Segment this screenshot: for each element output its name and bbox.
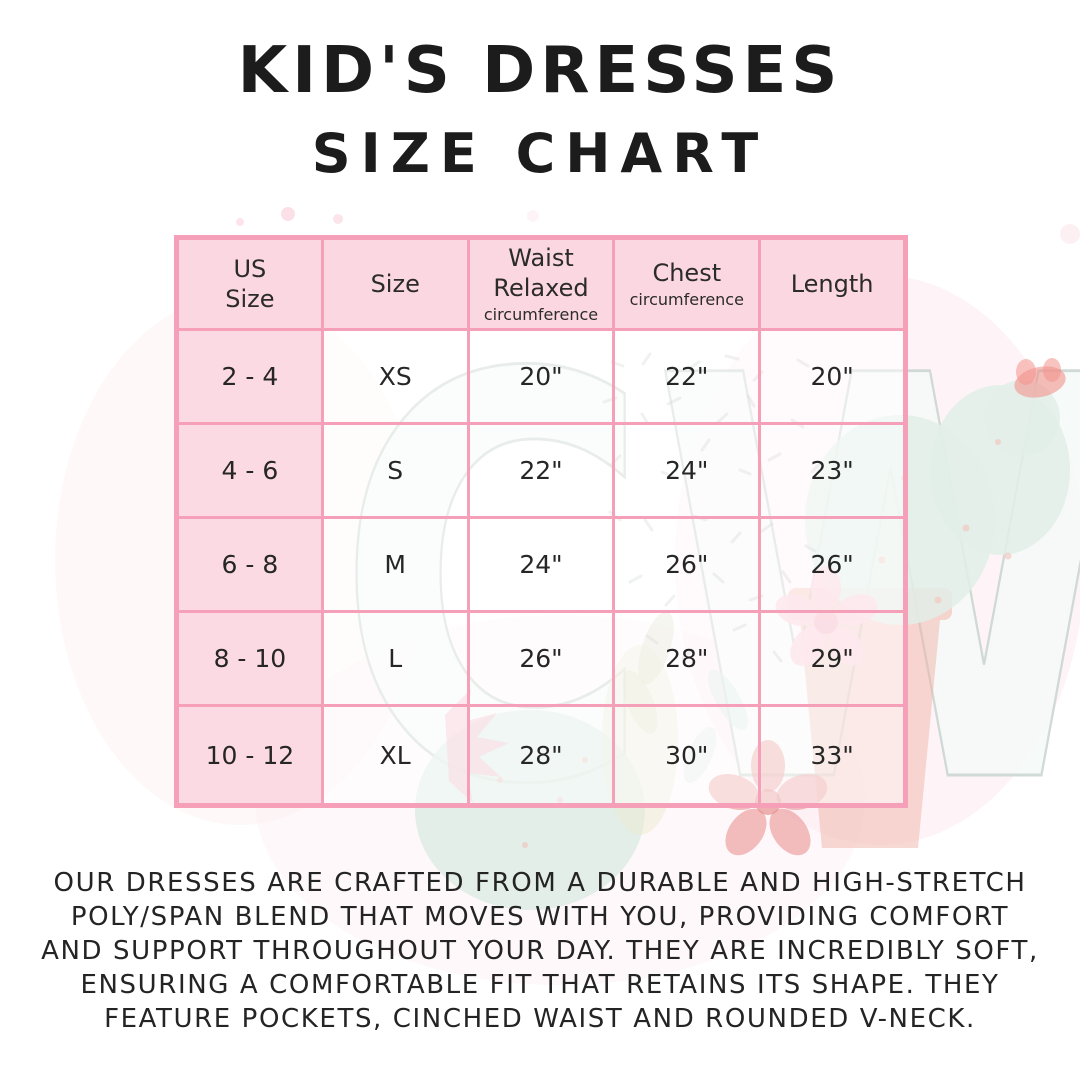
cell-waist: 28" [466,704,616,807]
cell-us-size: 10 - 12 [175,704,324,807]
cell-size: M [320,516,470,613]
page-title: KID'S DRESSES [237,34,843,108]
description-line: OUR DRESSES ARE CRAFTED FROM A DURABLE A… [53,868,1027,898]
cell-us-size: 8 - 10 [175,610,324,707]
header-row: US Size Size Waist Relaxed circumference… [175,236,907,331]
us-size-label-line1: US [233,255,267,283]
chest-label-line1: Chest [652,259,722,287]
cell-chest: 30" [612,704,762,807]
cell-length: 29" [758,610,907,707]
cell-size: S [320,422,470,519]
table-row: 8 - 10 L 26" 28" 29" [175,610,907,707]
table-row: 4 - 6 S 22" 24" 23" [175,422,907,519]
cell-chest: 26" [612,516,762,613]
header-cell-us-size: US Size [175,236,324,331]
cell-length: 20" [758,328,907,425]
header-cell-size: Size [320,236,470,331]
cell-size: L [320,610,470,707]
description-line: ENSURING A COMFORTABLE FIT THAT RETAINS … [80,970,1000,1000]
cell-length: 23" [758,422,907,519]
length-label: Length [790,270,874,298]
table-row: 6 - 8 M 24" 26" 26" [175,516,907,613]
table-row: 2 - 4 XS 20" 22" 20" [175,328,907,425]
table-body: 2 - 4 XS 20" 22" 20" 4 - 6 S 22" 24" 23"… [175,328,907,807]
cell-size: XL [320,704,470,807]
cell-us-size: 6 - 8 [175,516,324,613]
waist-label-line1: Waist [508,244,574,272]
cell-size: XS [320,328,470,425]
cell-us-size: 4 - 6 [175,422,324,519]
description-line: POLY/SPAN BLEND THAT MOVES WITH YOU, PRO… [70,902,1010,932]
splash-dots [236,207,1080,244]
cell-chest: 28" [612,610,762,707]
cell-waist: 20" [466,328,616,425]
size-label: Size [370,270,420,298]
chest-label-sub: circumference [629,290,744,309]
size-chart-table: US Size Size Waist Relaxed circumference… [174,235,908,808]
product-description: OUR DRESSES ARE CRAFTED FROM A DURABLE A… [20,866,1060,1036]
cell-waist: 24" [466,516,616,613]
cell-us-size: 2 - 4 [175,328,324,425]
us-size-label-line2: Size [225,285,275,313]
waist-label-sub: circumference [483,305,599,324]
cell-length: 26" [758,516,907,613]
table-row: 10 - 12 XL 28" 30" 33" [175,704,907,807]
cell-chest: 22" [612,328,762,425]
page-subtitle: SIZE CHART [311,122,769,185]
header-cell-chest: Chest circumference [612,236,762,331]
cell-waist: 26" [466,610,616,707]
cell-waist: 22" [466,422,616,519]
description-line: AND SUPPORT THROUGHOUT YOUR DAY. THEY AR… [41,936,1039,966]
waist-label-line2: Relaxed [493,274,589,302]
header-cell-length: Length [758,236,907,331]
title-block: KID'S DRESSES SIZE CHART [0,34,1080,185]
description-line: FEATURE POCKETS, CINCHED WAIST AND ROUND… [104,1004,976,1034]
header-cell-waist: Waist Relaxed circumference [466,236,616,331]
table-header: US Size Size Waist Relaxed circumference… [175,236,907,331]
cell-chest: 24" [612,422,762,519]
cell-length: 33" [758,704,907,807]
